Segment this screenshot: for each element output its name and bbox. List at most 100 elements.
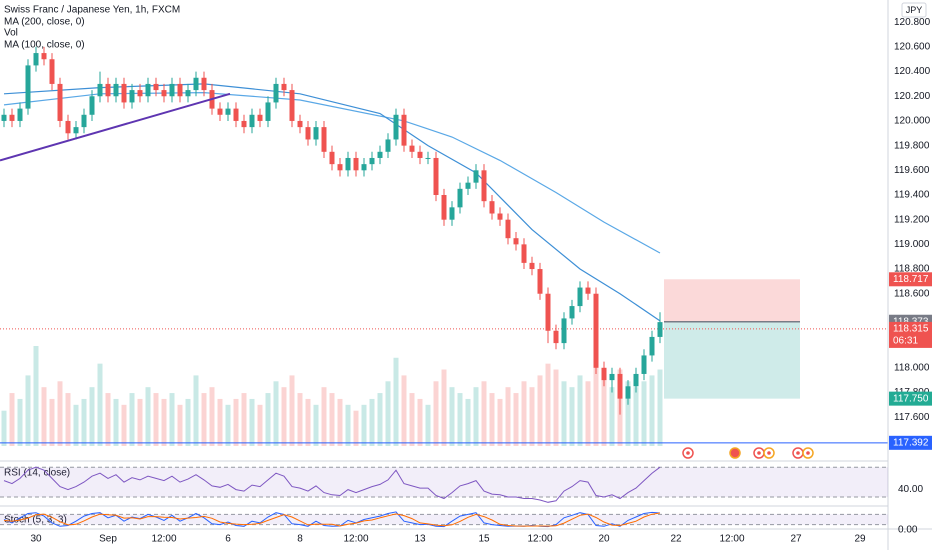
candle-body: [97, 83, 103, 97]
volume-bar: [73, 404, 79, 446]
candle-body: [113, 83, 119, 97]
currency-box[interactable]: [901, 2, 927, 18]
event-icon-dot: [757, 451, 761, 455]
candle-body: [585, 287, 591, 294]
candle-body: [377, 151, 383, 158]
candle-body: [185, 90, 191, 97]
volume-bar: [257, 404, 263, 446]
volume-bar: [561, 381, 567, 446]
volume-bar: [209, 387, 215, 446]
x-tick-label: 12:00: [527, 534, 552, 545]
volume-bar: [641, 381, 647, 446]
ma-line: [3, 91, 661, 254]
candle-body: [329, 151, 335, 165]
candle-body: [353, 157, 359, 171]
candle-body: [465, 182, 471, 189]
volume-bar: [585, 381, 591, 446]
rsi-band: [0, 467, 888, 498]
rsi-line: [3, 466, 661, 503]
candle-body: [529, 262, 535, 270]
candle-body: [225, 108, 231, 115]
candle-body: [57, 83, 63, 121]
stoch-label: Stoch (5, 3, 3): [4, 515, 67, 526]
volume-bar: [297, 393, 303, 446]
rsi-tick-label: 40.00: [898, 484, 923, 495]
volume-bar: [121, 404, 127, 446]
volume-bar: [265, 393, 271, 446]
candle-body: [497, 213, 503, 220]
candle-body: [545, 293, 551, 331]
volume-bar: [577, 375, 583, 446]
candle-body: [145, 83, 151, 97]
candle-body: [569, 306, 575, 319]
candle-body: [433, 157, 439, 195]
volume-bar: [625, 381, 631, 446]
legend-entry: Vol: [4, 28, 18, 39]
countdown: 06:31: [893, 336, 918, 347]
price-pane: [0, 46, 888, 446]
volume-bar: [185, 398, 191, 446]
candle-body: [513, 238, 519, 245]
y-tick-label: 119.400: [894, 190, 930, 201]
currency-label: JPY: [906, 5, 923, 15]
volume-bar: [321, 387, 327, 446]
candle-body: [217, 108, 223, 115]
volume-bar: [377, 393, 383, 446]
volume-bar: [249, 398, 255, 446]
candle-body: [137, 90, 143, 97]
volume-bar: [329, 393, 335, 446]
candle-body: [489, 201, 495, 214]
x-tick-label: 12:00: [151, 534, 176, 545]
candle-body: [33, 53, 39, 66]
price-badge-label: 117.750: [893, 393, 929, 404]
candle-body: [593, 293, 599, 368]
volume-bar: [81, 398, 87, 446]
volume-bar: [129, 393, 135, 446]
candle-body: [345, 157, 351, 171]
volume-bar: [521, 381, 527, 446]
candle-body: [65, 120, 71, 134]
x-tick-label: 8: [297, 534, 303, 545]
price-badge: [889, 272, 932, 287]
x-tick-label: 30: [30, 534, 42, 545]
volume-bar: [217, 398, 223, 446]
volume-bar: [193, 375, 199, 446]
candle-body: [89, 96, 95, 115]
x-tick-label: 12:00: [343, 534, 368, 545]
volume-bar: [225, 404, 231, 446]
legend-entry: MA (100, close, 0): [4, 40, 85, 51]
volume-bar: [273, 381, 279, 446]
volume-bar: [33, 346, 39, 446]
volume-bar: [49, 398, 55, 446]
candle-body: [617, 373, 623, 399]
event-icons: [682, 447, 814, 459]
volume-bar: [441, 369, 447, 446]
candle-body: [553, 330, 559, 344]
volume-bar: [345, 404, 351, 446]
event-icon[interactable]: [729, 447, 741, 459]
volume-bar: [481, 381, 487, 446]
volume-bar: [553, 369, 559, 446]
volume-bar: [497, 398, 503, 446]
candle-body: [249, 114, 255, 128]
volume-bar: [1, 410, 7, 446]
y-tick-label: 120.000: [894, 116, 931, 127]
stoch-line: [3, 512, 661, 527]
volume-bar: [633, 387, 639, 446]
candle-body: [129, 90, 135, 103]
volume-bar: [593, 363, 599, 446]
candle-body: [449, 207, 455, 220]
candle-body: [633, 373, 639, 387]
volume-bar: [361, 404, 367, 446]
volume-bar: [393, 357, 399, 446]
candle-body: [409, 145, 415, 152]
x-tick-label: 22: [670, 534, 682, 545]
volume-bar: [369, 398, 375, 446]
event-icon-dot: [806, 451, 810, 455]
volume-bar: [113, 398, 119, 446]
candle-body: [481, 170, 487, 202]
price-badge-label: 117.392: [893, 437, 929, 448]
candle-body: [265, 102, 271, 121]
candle-body: [425, 157, 431, 159]
